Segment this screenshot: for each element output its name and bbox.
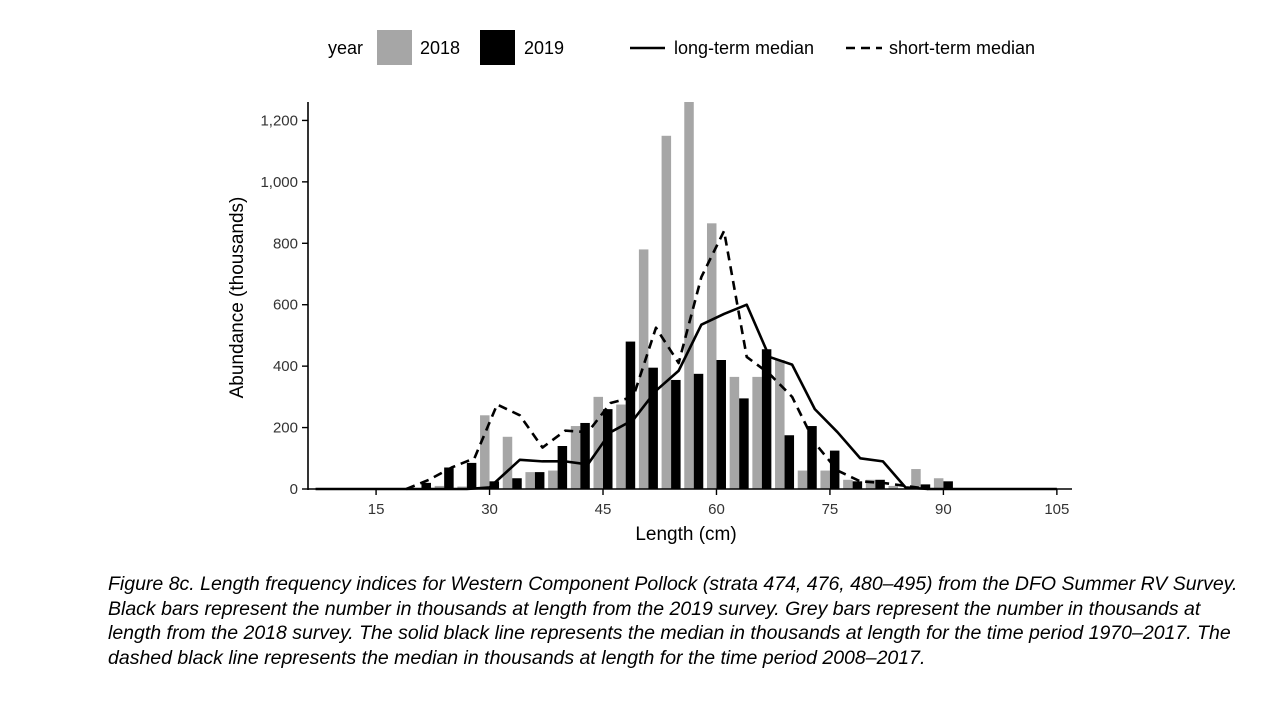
length-frequency-chart: year 2018 2019 long-term median short-term m… <box>227 30 1072 545</box>
bars-layer <box>421 102 953 490</box>
y-tick-label: 1,200 <box>260 112 298 129</box>
bar-2018 <box>729 376 740 489</box>
bar-2018 <box>548 470 558 489</box>
x-tick-label: 105 <box>1044 501 1069 518</box>
y-axis-label: Abundance (thousands) <box>227 197 248 399</box>
bar-2019 <box>466 462 477 489</box>
bar-2018 <box>661 135 672 490</box>
bar-2019 <box>534 472 545 489</box>
bar-2018 <box>616 404 626 489</box>
bar-2018 <box>752 376 762 489</box>
x-tick-label: 75 <box>822 501 839 518</box>
bar-2019 <box>761 349 772 489</box>
bar-2019 <box>625 341 636 489</box>
y-tick-label: 800 <box>273 235 298 252</box>
legend-label-2018: 2018 <box>420 38 460 58</box>
bar-2019 <box>444 467 454 489</box>
bar-2019 <box>648 367 658 489</box>
legend-swatch-2018 <box>377 30 412 65</box>
bar-2019 <box>421 482 431 489</box>
bar-2018 <box>684 102 694 489</box>
bar-2019 <box>875 479 885 489</box>
y-tick-label: 1,000 <box>260 174 298 191</box>
legend-swatch-2019 <box>480 30 515 65</box>
short-term-median-line <box>405 229 929 491</box>
bar-2019 <box>716 360 726 489</box>
legend-label-long-term: long-term median <box>674 38 814 58</box>
bar-2019 <box>512 478 522 489</box>
bar-2018 <box>570 426 581 489</box>
bar-2018 <box>502 436 513 489</box>
bar-2019 <box>557 446 568 489</box>
bar-2019 <box>580 422 590 489</box>
x-tick-label: 15 <box>368 501 385 518</box>
bar-2019 <box>943 481 953 489</box>
y-tick-label: 0 <box>290 481 298 498</box>
bar-2018 <box>911 469 921 489</box>
x-tick-label: 30 <box>481 501 498 518</box>
bar-2018 <box>820 470 830 489</box>
bar-2018 <box>480 415 490 489</box>
bar-2018 <box>797 470 808 489</box>
bar-2018 <box>593 396 604 489</box>
legend-label-short-term: short-term median <box>889 38 1035 58</box>
bar-2019 <box>807 426 817 489</box>
figure-caption: Figure 8c. Length frequency indices for … <box>108 573 1238 669</box>
y-tick-label: 200 <box>273 420 298 437</box>
bar-2019 <box>829 450 840 489</box>
bar-2018 <box>843 479 853 489</box>
legend: year 2018 2019 long-term median short-term m… <box>328 30 1035 65</box>
y-tick-label: 600 <box>273 297 298 314</box>
bar-2018 <box>865 479 876 489</box>
x-axis-label: Length (cm) <box>635 524 736 545</box>
bar-2018 <box>888 485 899 489</box>
bar-2018 <box>706 223 717 489</box>
x-tick-label: 60 <box>708 501 725 518</box>
bar-2018 <box>775 360 785 489</box>
x-tick-label: 45 <box>595 501 612 518</box>
x-tick-label: 90 <box>935 501 952 518</box>
bar-2019 <box>920 484 931 489</box>
legend-title: year <box>328 38 363 58</box>
bar-2019 <box>489 481 500 489</box>
axes: 15 30 45 60 75 90 105 0 200 400 600 800 1,000 1,200 Le… <box>227 102 1072 545</box>
bar-2019 <box>852 481 863 489</box>
bar-2019 <box>671 379 681 489</box>
bar-2019 <box>739 398 749 489</box>
bar-2018 <box>933 478 944 489</box>
bar-2018 <box>434 485 445 489</box>
bar-2019 <box>784 435 795 489</box>
bar-2019 <box>693 373 704 489</box>
legend-label-2019: 2019 <box>524 38 564 58</box>
y-tick-label: 400 <box>273 358 298 375</box>
bar-2019 <box>603 409 613 489</box>
bar-2018 <box>525 472 535 489</box>
